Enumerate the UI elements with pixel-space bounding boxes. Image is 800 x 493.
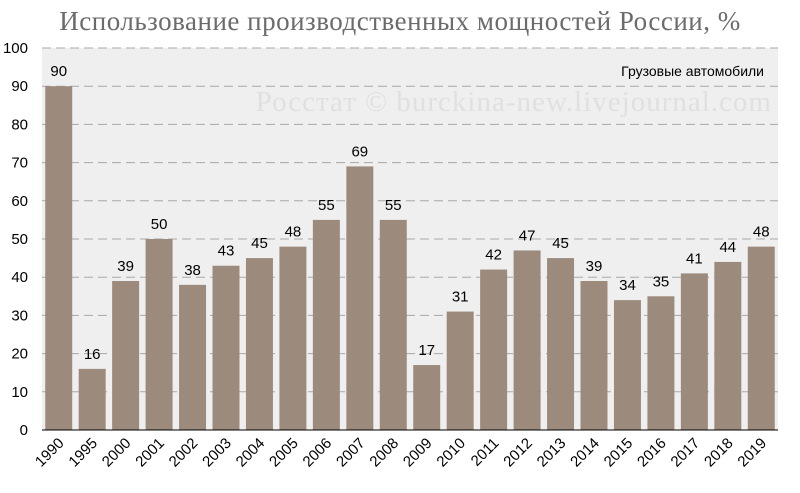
bar bbox=[78, 368, 106, 430]
bar bbox=[647, 296, 675, 430]
y-tick-label: 70 bbox=[11, 155, 28, 172]
data-label: 42 bbox=[485, 247, 502, 264]
data-label: 45 bbox=[251, 235, 268, 252]
bar bbox=[413, 365, 441, 430]
x-tick-label: 2000 bbox=[99, 435, 135, 471]
data-label: 43 bbox=[218, 243, 235, 260]
x-tick-label: 2009 bbox=[400, 435, 436, 471]
data-label: 55 bbox=[318, 197, 335, 214]
y-tick-label: 100 bbox=[3, 40, 28, 57]
y-tick-label: 30 bbox=[11, 307, 28, 324]
x-tick-label: 2003 bbox=[199, 435, 235, 471]
bar bbox=[513, 250, 541, 430]
bar bbox=[747, 246, 775, 430]
bar bbox=[580, 281, 608, 430]
bar bbox=[279, 246, 307, 430]
x-tick-label: 2001 bbox=[132, 435, 168, 471]
data-label: 41 bbox=[686, 250, 703, 267]
bar bbox=[714, 261, 742, 430]
chart-title: Использование производственных мощностей… bbox=[59, 6, 741, 36]
y-tick-label: 80 bbox=[11, 116, 28, 133]
bar bbox=[680, 273, 708, 430]
data-label: 38 bbox=[184, 262, 201, 279]
bar bbox=[312, 219, 340, 430]
bar bbox=[212, 265, 240, 430]
data-label: 16 bbox=[84, 346, 101, 363]
data-label: 34 bbox=[619, 277, 636, 294]
gridlines bbox=[42, 47, 778, 393]
bar bbox=[145, 239, 173, 430]
x-tick-label: 2013 bbox=[534, 435, 570, 471]
y-tick-label: 20 bbox=[11, 346, 28, 363]
bar bbox=[179, 284, 207, 430]
data-label: 39 bbox=[117, 258, 134, 275]
x-tick-label: 2006 bbox=[300, 435, 336, 471]
bar bbox=[446, 311, 474, 430]
x-tick-label: 1995 bbox=[65, 435, 101, 471]
x-tick-label: 2002 bbox=[166, 435, 202, 471]
x-tick-label: 2014 bbox=[567, 435, 603, 471]
x-axis-ticks: 1990199520002001200220032004200520062007… bbox=[32, 435, 770, 471]
x-tick-label: 2005 bbox=[266, 435, 302, 471]
bars bbox=[45, 86, 775, 431]
bar bbox=[45, 86, 73, 430]
x-tick-label: 2008 bbox=[366, 435, 402, 471]
data-label: 44 bbox=[719, 239, 736, 256]
data-label: 50 bbox=[151, 216, 168, 233]
data-label: 31 bbox=[452, 289, 469, 306]
bar bbox=[245, 258, 273, 430]
y-tick-label: 60 bbox=[11, 193, 28, 210]
y-tick-label: 0 bbox=[20, 422, 28, 439]
data-label: 69 bbox=[351, 143, 368, 160]
data-label: 55 bbox=[385, 197, 402, 214]
y-axis-ticks: 0 10 20 30 40 50 60 70 80 90 100 bbox=[3, 40, 28, 439]
data-label: 45 bbox=[552, 235, 569, 252]
watermark-text: Росстат © burckina-new.livejournal.com bbox=[256, 86, 772, 118]
data-label: 90 bbox=[50, 63, 67, 80]
x-tick-label: 2010 bbox=[433, 435, 469, 471]
x-tick-label: 2007 bbox=[333, 435, 369, 471]
data-label: 17 bbox=[418, 342, 435, 359]
x-tick-label: 2004 bbox=[233, 435, 269, 471]
x-tick-label: 2016 bbox=[634, 435, 670, 471]
x-tick-label: 2011 bbox=[468, 435, 503, 470]
bar bbox=[613, 300, 641, 430]
y-tick-label: 10 bbox=[11, 384, 28, 401]
bar bbox=[112, 281, 140, 430]
bar bbox=[346, 166, 374, 431]
y-tick-label: 50 bbox=[11, 231, 28, 248]
data-label: 39 bbox=[586, 258, 603, 275]
data-label: 48 bbox=[285, 224, 302, 241]
bar bbox=[480, 269, 508, 430]
y-tick-label: 40 bbox=[11, 269, 28, 286]
bar bbox=[379, 219, 407, 430]
x-tick-label: 2015 bbox=[601, 435, 637, 471]
data-labels: 90 16 39 50 38 43 45 48 55 69 55 17 31 42 47 45 39 34 35 41… bbox=[50, 63, 769, 363]
x-tick-label: 1990 bbox=[32, 435, 68, 471]
x-tick-label: 2017 bbox=[668, 435, 704, 471]
x-tick-label: 2018 bbox=[701, 435, 737, 471]
data-label: 35 bbox=[653, 273, 670, 290]
x-tick-label: 2012 bbox=[500, 435, 536, 471]
x-tick-label: 2019 bbox=[734, 435, 770, 471]
bar bbox=[547, 258, 575, 430]
series-label: Грузовые автомобили bbox=[621, 63, 764, 79]
y-tick-label: 90 bbox=[11, 78, 28, 95]
data-label: 48 bbox=[753, 224, 770, 241]
data-label: 47 bbox=[519, 227, 536, 244]
